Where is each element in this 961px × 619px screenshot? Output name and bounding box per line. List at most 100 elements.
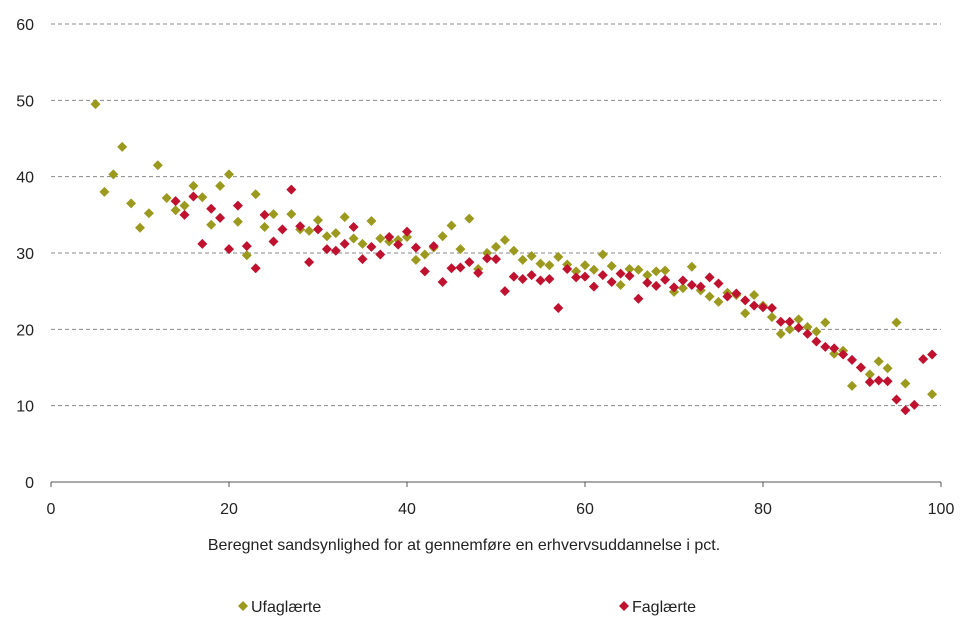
point-faglaerte	[304, 257, 315, 268]
x-tick-label: 20	[220, 501, 238, 518]
point-ufaglaerte	[241, 250, 252, 261]
gridlines	[51, 23, 941, 407]
point-ufaglaerte	[571, 266, 582, 277]
point-faglaerte	[410, 242, 421, 253]
legend-label: Faglærte	[632, 599, 696, 616]
point-faglaerte	[802, 328, 813, 339]
point-faglaerte	[784, 316, 795, 327]
point-ufaglaerte	[215, 180, 226, 191]
point-ufaglaerte	[588, 264, 599, 275]
point-ufaglaerte	[321, 231, 332, 242]
y-tick-label: 60	[16, 17, 34, 34]
point-faglaerte	[197, 238, 208, 249]
point-ufaglaerte	[402, 231, 412, 242]
point-ufaglaerte	[259, 222, 270, 233]
point-faglaerte	[437, 277, 448, 288]
point-ufaglaerte	[135, 222, 145, 233]
point-faglaerte	[179, 209, 190, 220]
y-tick-label: 10	[16, 399, 34, 416]
point-faglaerte	[419, 266, 430, 277]
point-faglaerte	[891, 394, 902, 405]
point-faglaerte	[295, 221, 306, 232]
point-faglaerte	[882, 376, 893, 387]
point-ufaglaerte	[170, 205, 181, 216]
point-ufaglaerte	[820, 317, 831, 328]
point-ufaglaerte	[784, 324, 795, 335]
point-ufaglaerte	[633, 264, 644, 275]
point-ufaglaerte	[873, 356, 884, 367]
point-faglaerte	[446, 263, 457, 274]
point-faglaerte	[811, 336, 822, 347]
point-ufaglaerte	[455, 244, 466, 255]
point-faglaerte	[428, 241, 439, 252]
point-faglaerte	[660, 274, 671, 285]
x-tick-label: 60	[576, 501, 594, 518]
point-ufaglaerte	[686, 261, 697, 272]
point-faglaerte	[375, 249, 386, 260]
point-faglaerte	[571, 272, 582, 283]
point-ufaglaerte	[304, 225, 315, 236]
point-ufaglaerte	[740, 308, 751, 319]
point-ufaglaerte	[713, 296, 724, 307]
point-faglaerte	[491, 254, 501, 265]
legend-marker-ufaglaerte	[238, 601, 248, 611]
point-ufaglaerte	[143, 208, 154, 219]
point-ufaglaerte	[606, 260, 617, 271]
y-tick-label: 50	[16, 93, 34, 110]
data-points	[90, 99, 938, 416]
point-faglaerte	[829, 343, 840, 354]
point-faglaerte	[713, 278, 724, 289]
point-ufaglaerte	[232, 216, 243, 227]
point-faglaerte	[206, 203, 217, 214]
point-faglaerte	[321, 244, 332, 255]
point-faglaerte	[366, 241, 377, 252]
point-ufaglaerte	[704, 291, 715, 302]
y-tick-label: 30	[16, 246, 34, 263]
point-faglaerte	[855, 362, 866, 373]
point-ufaglaerte	[535, 258, 546, 269]
point-faglaerte	[313, 224, 323, 235]
legend: Ufaglærte Faglærte	[238, 599, 696, 616]
point-faglaerte	[793, 322, 804, 333]
point-ufaglaerte	[366, 215, 377, 226]
point-faglaerte	[651, 280, 662, 291]
point-faglaerte	[580, 271, 590, 282]
point-faglaerte	[695, 281, 706, 292]
point-faglaerte	[464, 257, 475, 268]
point-faglaerte	[357, 254, 368, 265]
point-ufaglaerte	[553, 251, 564, 262]
point-faglaerte	[740, 295, 751, 306]
point-ufaglaerte	[811, 326, 822, 337]
point-faglaerte	[633, 293, 644, 304]
point-faglaerte	[402, 226, 412, 237]
point-ufaglaerte	[775, 328, 786, 339]
point-ufaglaerte	[499, 235, 510, 246]
point-ufaglaerte	[286, 209, 297, 220]
point-ufaglaerte	[900, 378, 911, 389]
point-faglaerte	[482, 253, 493, 264]
point-ufaglaerte	[410, 254, 421, 265]
point-ufaglaerte	[108, 169, 119, 180]
y-tick-label: 40	[16, 170, 34, 187]
point-faglaerte	[669, 282, 679, 293]
point-ufaglaerte	[597, 249, 608, 260]
point-faglaerte	[749, 300, 760, 311]
point-ufaglaerte	[250, 189, 261, 200]
y-axis-ticks: 0 10 20 30 40 50 60	[16, 17, 34, 492]
point-ufaglaerte	[864, 369, 875, 380]
point-ufaglaerte	[508, 245, 519, 256]
point-faglaerte	[544, 273, 555, 284]
point-faglaerte	[553, 302, 564, 313]
x-tick-label: 80	[754, 501, 772, 518]
point-ufaglaerte	[642, 270, 653, 281]
point-faglaerte	[820, 341, 831, 352]
point-ufaglaerte	[90, 99, 101, 110]
point-ufaglaerte	[330, 228, 341, 239]
point-faglaerte	[704, 272, 715, 283]
point-ufaglaerte	[188, 180, 199, 191]
point-faglaerte	[847, 354, 857, 365]
point-ufaglaerte	[206, 219, 217, 230]
point-faglaerte	[259, 209, 270, 220]
point-faglaerte	[455, 262, 466, 273]
point-faglaerte	[277, 224, 288, 235]
